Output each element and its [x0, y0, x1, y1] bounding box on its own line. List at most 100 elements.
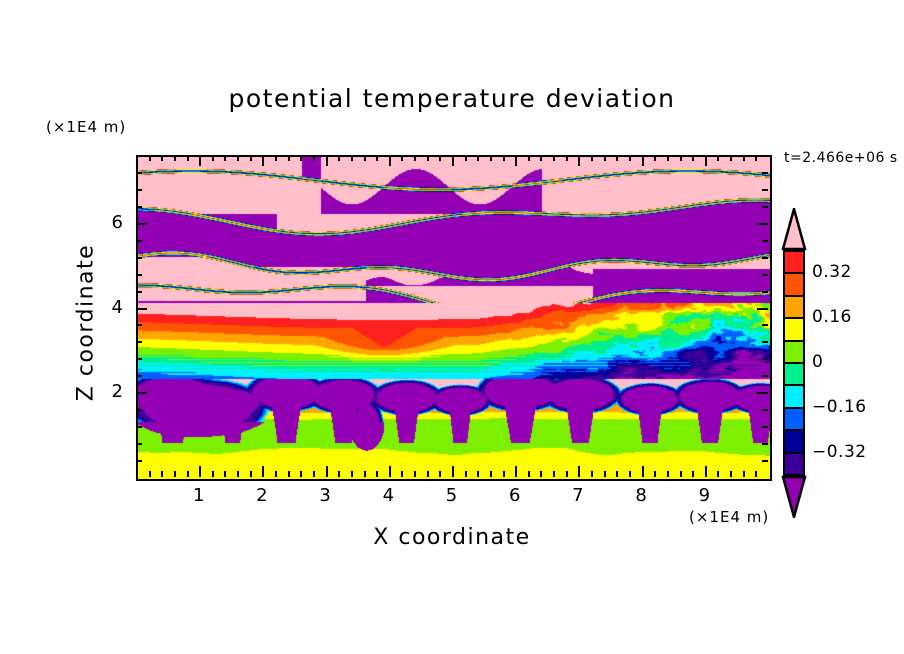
axis-tick — [136, 290, 142, 293]
axis-tick — [148, 155, 151, 161]
x-axis-unit-label: (×1E4 m) — [689, 508, 770, 526]
axis-tick — [136, 358, 142, 361]
axis-tick — [161, 471, 164, 477]
colorbar-band — [783, 451, 805, 476]
axis-tick — [275, 155, 278, 161]
axis-tick — [628, 471, 631, 477]
axis-tick — [762, 460, 768, 463]
axis-tick — [426, 471, 429, 477]
axis-tick — [376, 155, 379, 161]
colorbar — [781, 208, 807, 518]
axis-tick — [464, 155, 467, 161]
axis-tick — [136, 273, 142, 276]
axis-tick — [300, 471, 303, 477]
axis-tick — [312, 471, 315, 477]
axis-tick — [666, 155, 669, 161]
axis-tick — [136, 188, 142, 191]
colorbar-band — [783, 429, 805, 454]
axis-tick — [388, 155, 391, 166]
axis-tick — [136, 256, 142, 259]
x-tick-label: 5 — [445, 485, 459, 506]
axis-tick — [325, 466, 328, 477]
axis-tick — [464, 471, 467, 477]
colorbar-band — [783, 250, 805, 275]
axis-tick — [762, 409, 768, 412]
y-axis-unit-label: (×1E4 m) — [46, 118, 127, 136]
axis-tick — [477, 471, 480, 477]
axis-tick — [704, 466, 707, 477]
colorbar-band — [783, 272, 805, 297]
axis-tick — [762, 273, 768, 276]
axis-tick — [704, 155, 707, 166]
colorbar-band — [783, 339, 805, 364]
axis-tick — [502, 155, 505, 161]
axis-tick — [338, 155, 341, 161]
axis-tick — [730, 471, 733, 477]
axis-tick — [742, 155, 745, 161]
axis-tick — [136, 341, 142, 344]
colorbar-tick-label: 0.32 — [812, 262, 852, 283]
axis-tick — [762, 324, 768, 327]
axis-tick — [591, 155, 594, 161]
axis-tick — [757, 222, 768, 225]
axis-tick — [287, 155, 290, 161]
axis-tick — [679, 471, 682, 477]
axis-tick — [515, 466, 518, 477]
x-tick-label: 6 — [508, 485, 522, 506]
axis-tick — [414, 155, 417, 161]
axis-tick — [136, 426, 142, 429]
axis-tick — [136, 239, 142, 242]
axis-tick — [730, 155, 733, 161]
axis-tick — [527, 471, 530, 477]
axis-tick — [199, 466, 202, 477]
axis-tick — [540, 155, 543, 161]
axis-tick — [136, 307, 147, 310]
axis-tick — [452, 466, 454, 477]
axis-tick — [439, 155, 442, 161]
axis-tick — [401, 471, 404, 477]
y-tick-label: 4 — [111, 296, 124, 318]
colorbar-band — [783, 384, 805, 409]
x-tick-label: 8 — [635, 485, 648, 506]
axis-tick — [211, 471, 214, 477]
axis-tick — [502, 471, 505, 477]
axis-tick — [249, 471, 252, 477]
axis-tick — [186, 471, 189, 477]
axis-tick — [489, 155, 492, 161]
axis-tick — [762, 426, 768, 429]
axis-tick — [136, 392, 147, 395]
colorbar-band — [783, 317, 805, 342]
axis-tick — [762, 443, 768, 446]
axis-tick — [325, 155, 328, 166]
axis-tick — [376, 471, 379, 477]
axis-tick — [224, 471, 227, 477]
axis-tick — [173, 471, 176, 477]
axis-tick — [401, 155, 404, 161]
axis-tick — [262, 155, 265, 166]
axis-tick — [762, 188, 768, 191]
axis-tick — [603, 471, 606, 477]
axis-tick — [527, 155, 530, 161]
x-axis-title: X coordinate — [373, 525, 531, 550]
axis-tick — [578, 466, 581, 477]
axis-tick — [762, 358, 768, 361]
axis-tick — [762, 256, 768, 259]
axis-tick — [136, 375, 142, 378]
axis-tick — [666, 471, 669, 477]
contour-field — [138, 157, 770, 479]
axis-tick — [186, 155, 189, 161]
axis-tick — [439, 471, 442, 477]
x-tick-label: 7 — [572, 485, 585, 506]
axis-tick — [237, 471, 240, 477]
axis-tick — [540, 471, 543, 477]
axis-tick — [762, 341, 768, 344]
axis-tick — [136, 205, 142, 208]
axis-tick — [489, 471, 492, 477]
axis-tick — [414, 471, 417, 477]
axis-tick — [762, 375, 768, 378]
axis-tick — [553, 471, 556, 477]
axis-tick — [755, 155, 758, 161]
axis-tick — [603, 155, 606, 161]
axis-tick — [136, 171, 142, 174]
axis-tick — [338, 471, 341, 477]
